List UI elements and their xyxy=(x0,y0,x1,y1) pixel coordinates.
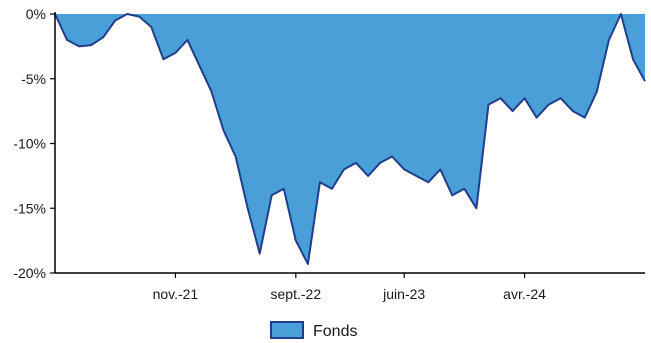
x-axis-labels: nov.-21 sept.-22 juin-23 avr.-24 xyxy=(153,286,547,302)
legend-label-fonds: Fonds xyxy=(313,323,357,340)
legend: Fonds xyxy=(270,321,357,340)
y-tick-label: -20% xyxy=(13,265,46,281)
series-area-fonds xyxy=(55,14,645,264)
x-tick-label: sept.-22 xyxy=(271,286,322,302)
plot-area xyxy=(54,13,646,265)
legend-swatch-fonds xyxy=(270,321,304,339)
y-axis-labels: 0% -5% -10% -15% -20% xyxy=(13,6,46,281)
y-tick-label: -15% xyxy=(13,200,46,216)
y-tick-label: -5% xyxy=(21,71,46,87)
x-tick-label: nov.-21 xyxy=(153,286,199,302)
x-tick-label: juin-23 xyxy=(382,286,425,302)
series-line-fonds xyxy=(54,13,646,265)
x-tick-label: avr.-24 xyxy=(503,286,546,302)
y-tick-label: 0% xyxy=(26,6,46,22)
y-tick-label: -10% xyxy=(13,136,46,152)
axes xyxy=(50,12,645,278)
